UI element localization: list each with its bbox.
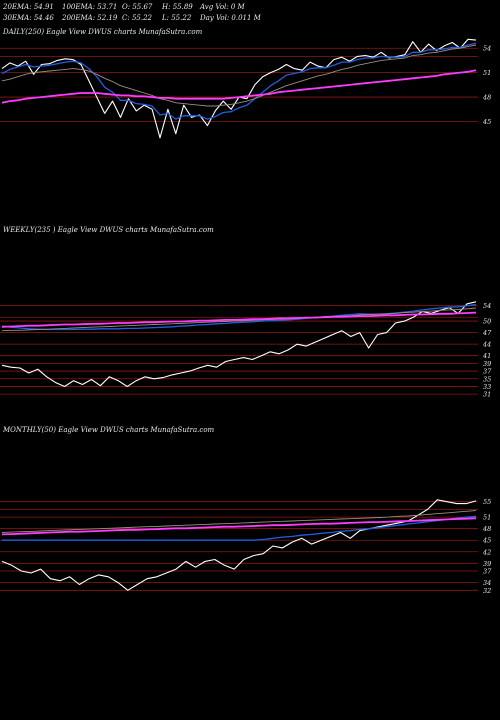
weekly-y-tick-label: 47 — [482, 329, 492, 337]
weekly-panel-title: WEEKLY(235 ) Eagle View DWUS charts Muna… — [3, 226, 214, 234]
weekly-y-tick-label: 50 — [483, 318, 491, 326]
weekly-y-tick-label: 41 — [482, 352, 491, 360]
daily-short-ma-line — [1, 42, 477, 120]
weekly-long-ma-line — [1, 311, 477, 328]
ema30-label: 30EMA: 54.46 — [3, 14, 54, 22]
monthly-y-tick-label: 39 — [483, 560, 491, 568]
monthly-price-line — [1, 499, 477, 591]
close-label: C: 55.22 — [122, 14, 152, 22]
daily-price-line — [1, 38, 477, 139]
monthly-panel-title: MONTHLY(50) Eagle View DWUS charts Munaf… — [3, 426, 215, 434]
monthly-short-ma-line — [2, 515, 477, 541]
monthly-y-tick-label: 45 — [482, 537, 491, 545]
open-label: O: 55.67 — [122, 3, 153, 11]
ema20-label: 20EMA: 54.91 — [3, 3, 54, 11]
weekly-mid-ma-line — [1, 307, 477, 332]
ema200-label: 200EMA: 52.19 — [62, 14, 118, 22]
daily-mid-ma-line — [1, 44, 477, 107]
daily-y-tick-label: 48 — [482, 94, 491, 102]
daily-chart: 54 51 48 45 — [0, 38, 491, 139]
day-vol-label: Day Vol: 0.011 M — [200, 14, 261, 22]
daily-long-ma-line — [1, 69, 477, 104]
daily-panel-title: DAILY(250) Eagle View DWUS charts Munafa… — [3, 28, 203, 36]
weekly-price-line — [1, 301, 477, 388]
monthly-y-tick-label: 32 — [483, 587, 491, 595]
daily-y-tick-label: 54 — [483, 45, 491, 53]
weekly-y-tick-label: 37 — [483, 368, 492, 376]
avg-vol-label: Avg Vol: 0 M — [200, 3, 245, 11]
monthly-y-tick-label: 55 — [483, 498, 491, 506]
monthly-y-tick-label: 48 — [482, 525, 491, 533]
high-label: H: 55.89 — [162, 3, 193, 11]
monthly-long-ma-line — [1, 517, 477, 536]
daily-y-tick-label: 51 — [483, 69, 491, 77]
monthly-mid-ma-line — [1, 510, 477, 533]
monthly-y-tick-label: 51 — [483, 514, 491, 522]
monthly-y-tick-label: 37 — [483, 568, 492, 576]
ema100-label: 100EMA: 53.71 — [62, 3, 118, 11]
weekly-y-tick-label: 35 — [483, 375, 491, 383]
daily-y-tick-label: 45 — [482, 118, 491, 126]
monthly-y-tick-label: 34 — [483, 579, 491, 587]
weekly-y-tick-label: 54 — [483, 302, 491, 310]
low-label: L: 55.22 — [162, 14, 192, 22]
monthly-y-tick-label: 42 — [482, 548, 491, 556]
weekly-y-tick-label: 31 — [483, 391, 491, 399]
weekly-y-tick-label: 33 — [483, 383, 491, 391]
weekly-y-tick-label: 39 — [483, 360, 491, 368]
weekly-y-tick-label: 44 — [482, 341, 491, 349]
